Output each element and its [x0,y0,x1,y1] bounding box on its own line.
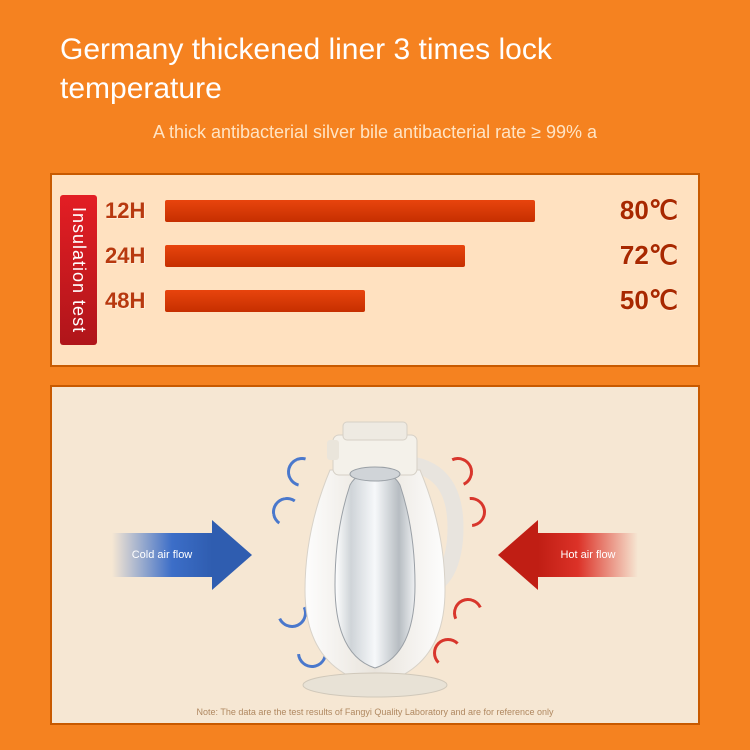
arrow-head-icon [498,520,538,590]
bar-row: 48H 50℃ [105,285,678,316]
bar-row: 24H 72℃ [105,240,678,271]
arrow-head-icon [212,520,252,590]
bar-temp-label: 72℃ [598,240,678,271]
airflow-diagram-panel: Cold air flow Hot air flow [50,385,700,725]
header-section: Germany thickened liner 3 times lock tem… [0,0,750,153]
thermos-flask-icon [275,410,475,700]
bars-container: 12H 80℃ 24H 72℃ 48H 50℃ [97,195,678,345]
bar-temp-label: 50℃ [598,285,678,316]
bar-row: 12H 80℃ [105,195,678,226]
bar-temp-label: 80℃ [598,195,678,226]
insulation-chart-panel: Insulation test 12H 80℃ 24H 72℃ 48H 50℃ [50,173,700,367]
disclaimer-text: Note: The data are the test results of F… [52,707,698,717]
bar-fill [165,245,465,267]
bar-time-label: 24H [105,243,155,269]
bar-fill [165,200,535,222]
bar-time-label: 48H [105,288,155,314]
chart-vertical-label: Insulation test [60,195,97,345]
cold-air-label: Cold air flow [112,533,212,577]
bar-fill [165,290,365,312]
hot-air-arrow: Hot air flow [498,520,638,590]
bar-time-label: 12H [105,198,155,224]
hot-air-label: Hot air flow [538,533,638,577]
subtitle: A thick antibacterial silver bile antiba… [60,122,690,143]
main-title: Germany thickened liner 3 times lock tem… [60,30,690,108]
cold-air-arrow: Cold air flow [112,520,252,590]
